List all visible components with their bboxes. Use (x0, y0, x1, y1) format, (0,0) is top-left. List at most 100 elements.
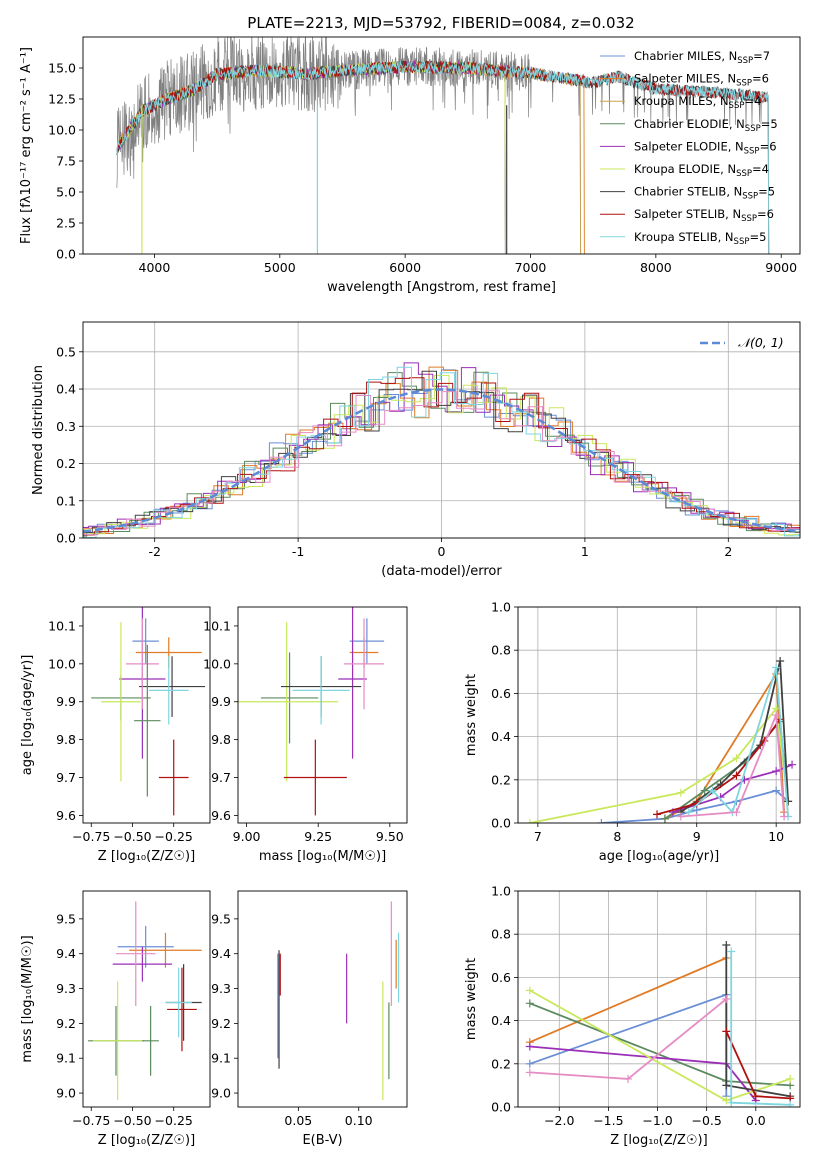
x-tick-label: 9.50 (376, 829, 404, 844)
y-tick-label: 9.1 (211, 1051, 231, 1066)
y-tick-label: 0.5 (56, 344, 76, 359)
legend: Chabrier MILES, NSSP=7 Salpeter MILES, NS… (600, 49, 778, 247)
weight-marker (727, 1098, 736, 1107)
weight-marker (772, 711, 781, 719)
y-tick-label: 9.5 (56, 911, 76, 926)
y-tick-label: 0.0 (56, 247, 76, 262)
x-tick-label: −0.75 (72, 1113, 110, 1128)
weight-marker (732, 808, 741, 817)
y-tick-label: 9.8 (56, 732, 76, 747)
legend-label: Salpeter STELIB, NSSP=6 (634, 207, 774, 224)
x-tick-label: 10 (768, 829, 784, 844)
y-axis-label: Normed distribution (31, 365, 46, 495)
x-tick-label: −1.5 (593, 1113, 623, 1128)
x-tick-label: −0.50 (113, 829, 151, 844)
y-tick-label: 0.4 (491, 729, 511, 744)
x-axis-label: wavelength [Angstrom, rest frame] (327, 280, 556, 295)
chart-title: PLATE=2213, MJD=53792, FIBERID=0084, z=0… (247, 14, 634, 32)
axes-frame (82, 606, 211, 824)
legend-label: Chabrier MILES, NSSP=7 (634, 49, 770, 66)
y-axis-label: mass [log₁₀(M/M☉)] (20, 935, 35, 1062)
model-spectrum (116, 61, 770, 254)
y-tick-label: 0.2 (56, 456, 76, 471)
y-tick-label: 0.0 (491, 1100, 511, 1115)
plot-area (525, 941, 795, 1107)
y-tick-label: 9.3 (211, 981, 231, 996)
y-tick-label: 9.7 (56, 770, 76, 785)
weight-marker (525, 1068, 534, 1077)
weight-marker (772, 663, 781, 672)
axes-frame (517, 890, 801, 1108)
residual-histogram (83, 371, 800, 537)
x-tick-label: 5000 (264, 260, 296, 275)
x-tick-label: 6000 (389, 260, 421, 275)
legend-label: Chabrier STELIB, NSSP=5 (634, 185, 775, 202)
age-vs-mass-panel: 9.00 9.25 9.50 9.6 9.7 9.8 9.9 10.0 10.1 mass [lo… (203, 606, 408, 864)
y-tick-label: 9.9 (56, 694, 76, 709)
y-tick-label: 0.4 (56, 382, 76, 397)
y-tick-label: 0.0 (56, 531, 76, 546)
age-vs-metallicity-panel: −0.75 −0.50 −0.25 9.6 9.7 9.8 9.9 10.0 10.1 Z [lo… (20, 606, 211, 864)
weight-line (725, 1031, 791, 1100)
x-tick-label: -2 (148, 544, 160, 559)
x-tick-label: 9.25 (304, 829, 332, 844)
x-axis-label: Z [log₁₀(Z/Z☉)] (98, 849, 195, 864)
residual-histogram (83, 377, 800, 536)
weight-marker (525, 1059, 534, 1068)
legend-label: Salpeter MILES, NSSP=6 (634, 72, 769, 89)
legend-label: Kroupa ELODIE, NSSP=4 (634, 162, 769, 179)
y-tick-label: 10.1 (48, 618, 76, 633)
y-tick-label: 0.3 (56, 419, 76, 434)
y-tick-label: 0.2 (491, 1056, 511, 1071)
axes-frame (517, 606, 801, 824)
x-tick-label: −0.5 (691, 1113, 721, 1128)
x-tick-label: −0.75 (72, 829, 110, 844)
x-tick-label: −0.50 (113, 1113, 151, 1128)
y-tick-label: 10.0 (48, 656, 76, 671)
y-tick-label: 9.6 (56, 808, 76, 823)
weight-marker (653, 810, 662, 819)
mass-vs-ebv-panel: 0.05 0.10 9.0 9.1 9.2 9.3 9.4 9.5 E(B-V) (211, 890, 408, 1148)
plot-area (91, 607, 206, 816)
weight-marker (684, 808, 693, 817)
weight-marker (676, 812, 685, 821)
y-tick-label: 9.6 (211, 808, 231, 823)
y-tick-label: 9.0 (56, 1086, 76, 1101)
y-tick-label: 12.5 (48, 92, 76, 107)
y-axis-label: Flux [fλ10⁻¹⁷ erg cm⁻² s⁻¹ A⁻¹] (19, 47, 34, 244)
weight-marker (525, 819, 534, 823)
weight-marker (776, 657, 785, 665)
x-tick-label: 4000 (139, 260, 171, 275)
y-tick-label: 0.1 (56, 493, 76, 508)
legend-label: 𝒩(0, 1) (738, 335, 784, 350)
weight-marker (525, 1042, 534, 1051)
x-tick-label: -1 (292, 544, 304, 559)
legend-label: Salpeter ELODIE, NSSP=6 (634, 139, 777, 156)
x-tick-label: 9 (693, 829, 701, 844)
axes-frame (82, 890, 211, 1108)
y-tick-label: 1.0 (491, 884, 511, 899)
weight-marker (786, 1100, 795, 1107)
weight-marker (780, 812, 789, 821)
x-tick-label: −0.25 (155, 1113, 193, 1128)
plot-area (277, 901, 400, 1101)
x-tick-label: 0.10 (345, 1113, 373, 1128)
plot-area (87, 901, 202, 1101)
weight-marker (772, 786, 781, 795)
x-tick-label: 1 (581, 544, 589, 559)
weight-marker (676, 788, 685, 797)
axes-frame (237, 890, 408, 1108)
x-tick-label: 9000 (765, 260, 797, 275)
weight-marker (722, 1096, 731, 1105)
y-tick-label: 0.0 (491, 816, 511, 831)
y-tick-label: 0.4 (491, 1013, 511, 1028)
y-axis-label: mass weight (464, 674, 479, 756)
x-tick-label: −0.25 (155, 829, 193, 844)
x-axis-label: mass [log₁₀(M/M☉)] (259, 849, 386, 864)
residual-histogram (83, 366, 800, 538)
y-tick-label: 9.9 (211, 694, 231, 709)
plot-area (116, 37, 770, 254)
weight-marker (732, 771, 741, 780)
y-tick-label: 9.2 (56, 1016, 76, 1031)
